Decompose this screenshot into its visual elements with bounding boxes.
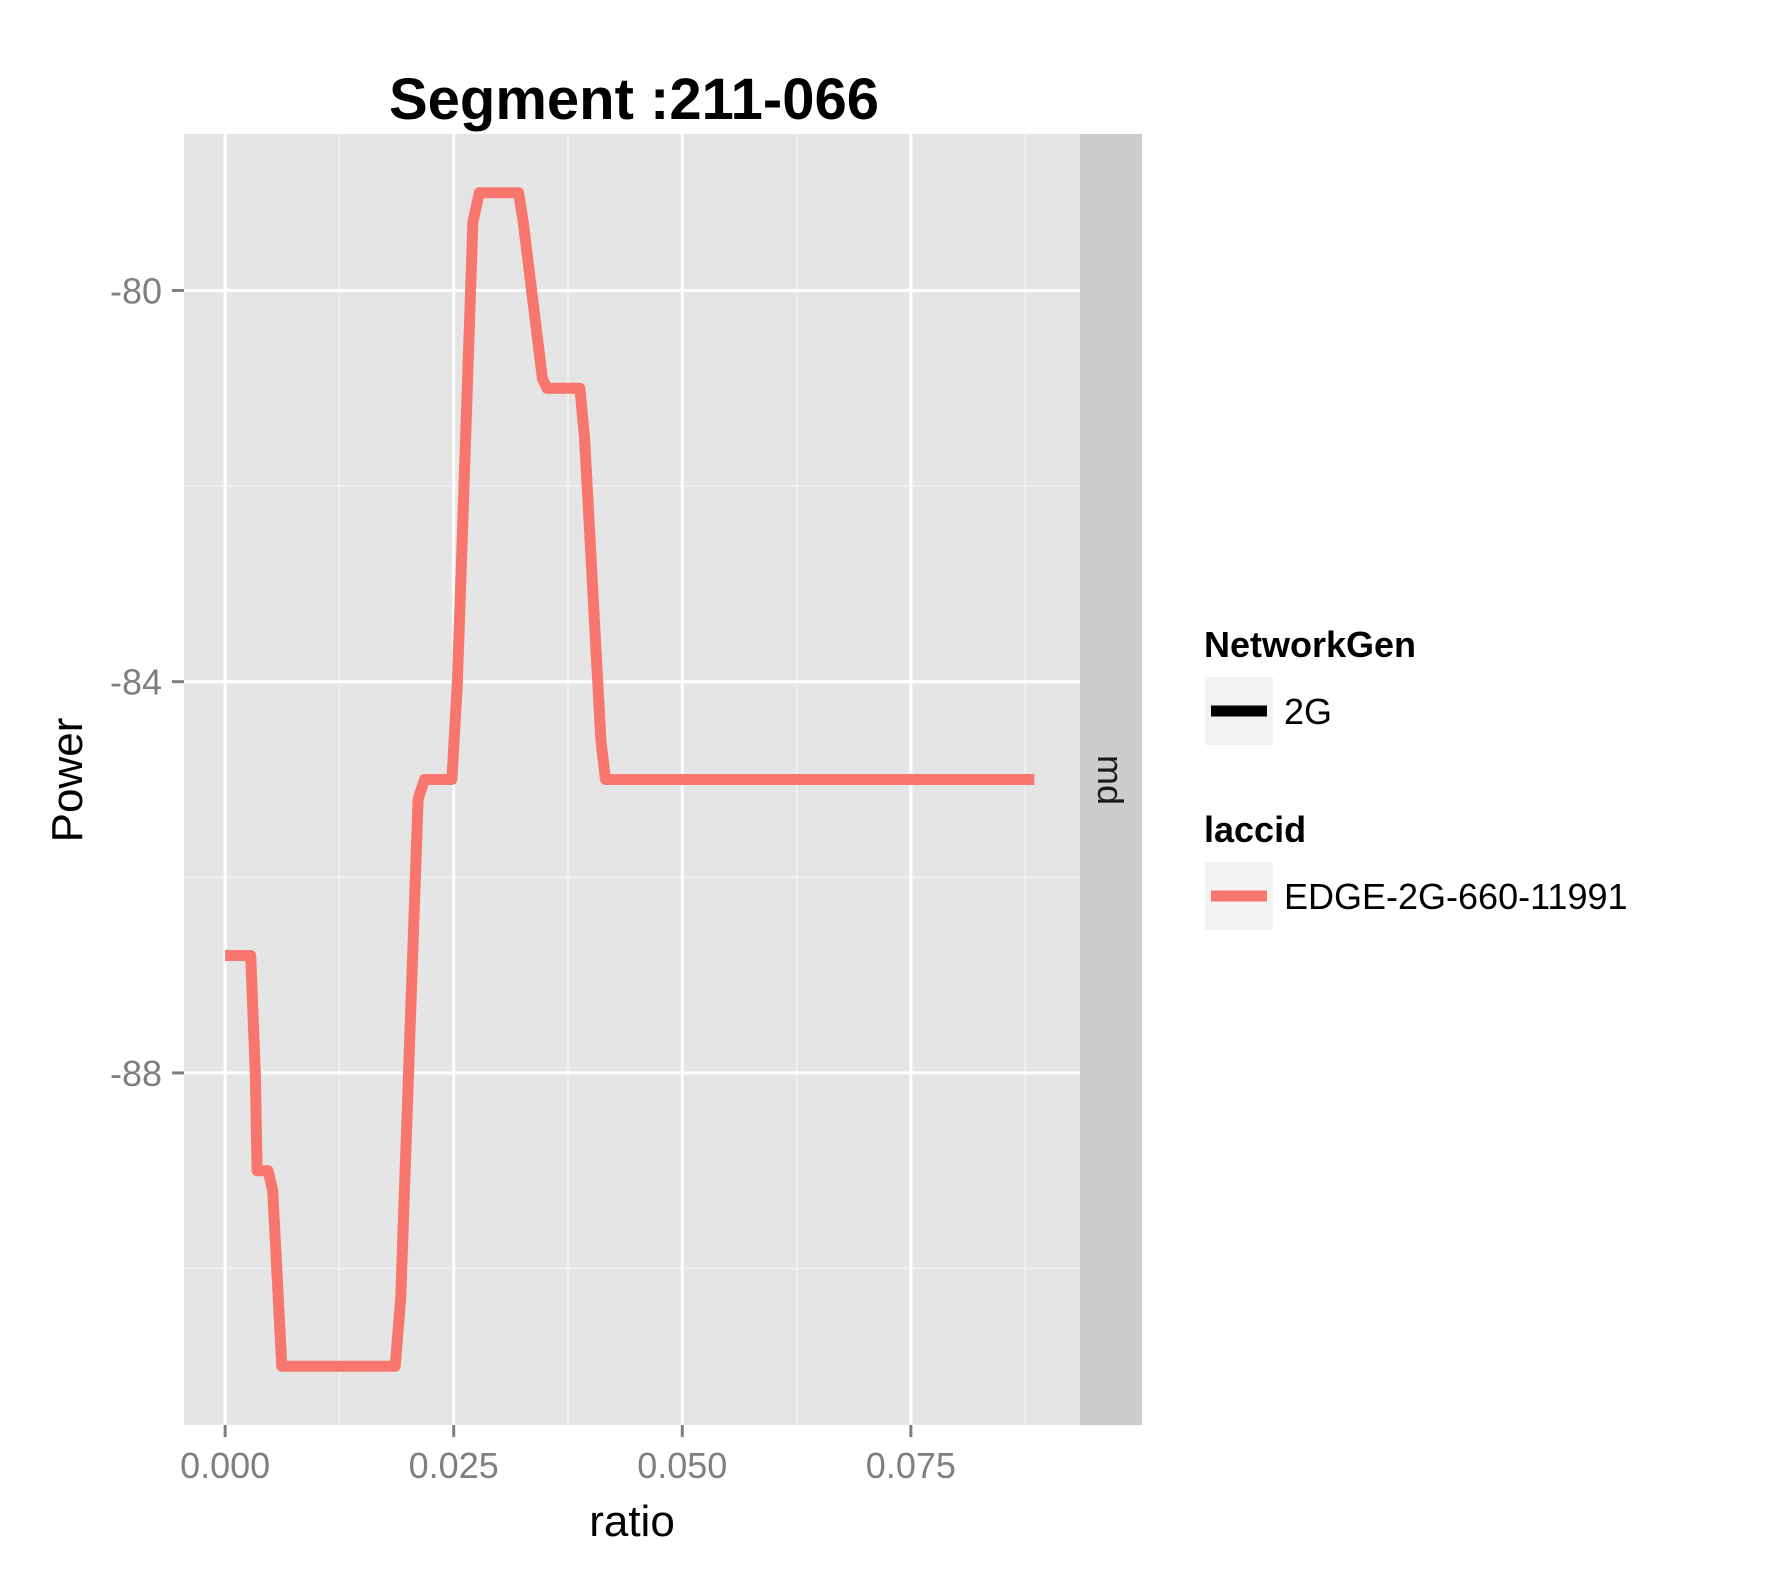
series-line-edge-2g-660-11991 [225, 187, 1035, 1372]
x-tick-label: 0.050 [637, 1445, 727, 1486]
x-axis: 0.000 0.025 0.050 0.075 [180, 1425, 956, 1486]
facet-strip [1080, 134, 1142, 1425]
y-tick-label: -80 [110, 270, 162, 311]
legend-title-networkgen: NetworkGen [1204, 624, 1416, 665]
legend-label-2g: 2G [1284, 691, 1332, 732]
facet-strip-label: md [1090, 755, 1131, 805]
chart-title: Segment :211-066 [389, 67, 879, 132]
y-axis: -80 -84 -88 [110, 270, 184, 1094]
y-axis-title: Power [43, 718, 92, 843]
legend-label-edge-2g-660-11991: EDGE-2G-660-11991 [1284, 876, 1628, 917]
x-axis-title: ratio [589, 1497, 675, 1546]
y-tick-label: -88 [110, 1053, 162, 1094]
legend: NetworkGen 2G laccid EDGE-2G-660-11991 [1204, 624, 1628, 930]
y-tick-label: -84 [110, 662, 162, 703]
x-tick-label: 0.000 [180, 1445, 270, 1486]
x-tick-label: 0.025 [409, 1445, 499, 1486]
x-tick-label: 0.075 [866, 1445, 956, 1486]
legend-title-laccid: laccid [1204, 809, 1306, 850]
